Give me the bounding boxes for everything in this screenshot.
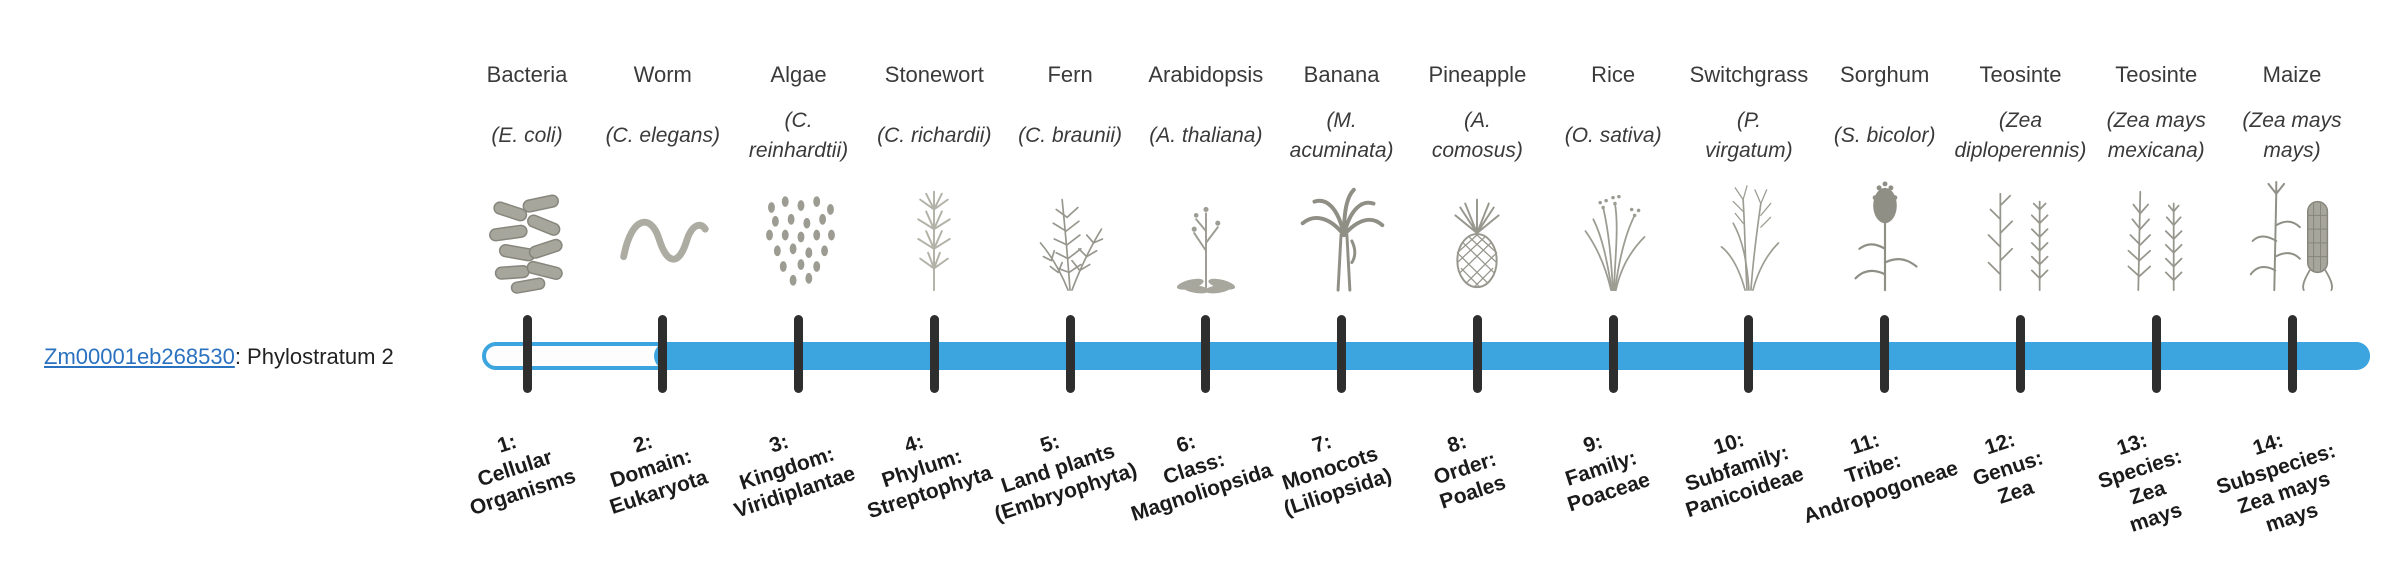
sorghum-icon	[1820, 172, 1950, 296]
bacteria-icon	[462, 172, 592, 296]
algae-icon	[734, 172, 864, 296]
organism-name: Maize	[2262, 62, 2322, 87]
organism-name: Arabidopsis	[1148, 62, 1264, 87]
phylostratum-tick	[1337, 315, 1347, 393]
organism-scientific-name: (M. acuminata)	[1289, 108, 1394, 162]
organism-name: Switchgrass	[1689, 62, 1809, 87]
organism-scientific-name: (Zea mays mexicana)	[2106, 108, 2206, 162]
organism-name: Teosinte	[1979, 62, 2062, 87]
phylostratum-tick	[2015, 315, 2025, 393]
arabidopsis-icon	[1141, 172, 1271, 296]
organism-scientific-name: (A. comosus)	[1431, 108, 1523, 162]
organism-scientific-name: (C. richardii)	[877, 123, 992, 147]
organism-name: Algae	[770, 62, 827, 87]
phylostratum-tick	[1744, 315, 1754, 393]
phylostratum-tick	[1472, 315, 1482, 393]
organism-name: Sorghum	[1840, 62, 1930, 87]
organism-scientific-name: (Zea diploperennis)	[1954, 108, 2087, 162]
organism-scientific-name: (O. sativa)	[1564, 123, 1662, 147]
phylostratum-tick	[658, 315, 668, 393]
phylostratum-tick	[1065, 315, 1075, 393]
phylostratum-bar-fill	[654, 342, 2370, 370]
organism-name: Rice	[1591, 62, 1636, 87]
switchgrass-icon	[1684, 172, 1814, 296]
phylostratum-tick	[1201, 315, 1211, 393]
gene-phylostratum-text: : Phylostratum 2	[234, 344, 394, 369]
organism-name: Worm	[633, 62, 692, 87]
phylostratum-tick	[1608, 315, 1618, 393]
phylostratum-tick	[2287, 315, 2297, 393]
gene-label: Zm00001eb268530: Phylostratum 2	[44, 344, 394, 370]
organism-name: Bacteria	[486, 62, 568, 87]
rice-icon	[1548, 172, 1678, 296]
organism-scientific-name: (C. reinhardtii)	[748, 108, 849, 162]
gene-id-link[interactable]: Zm00001eb268530	[44, 344, 235, 369]
worm-icon	[598, 172, 728, 296]
organism-name: Stonewort	[884, 62, 984, 87]
phylostratum-tick	[2151, 315, 2161, 393]
banana-icon	[1277, 172, 1407, 296]
organism-name: Fern	[1047, 62, 1093, 87]
phylostratum-tick	[1880, 315, 1890, 393]
fern-icon	[1005, 172, 1135, 296]
teosinte-diploperennis-icon	[1955, 172, 2085, 296]
teosinte-mexicana-icon	[2091, 172, 2221, 296]
organism-name: Banana	[1303, 62, 1380, 87]
organism-scientific-name: (S. bicolor)	[1833, 123, 1936, 147]
phylostratum-tick	[522, 315, 532, 393]
organism-name: Pineapple	[1428, 62, 1527, 87]
organism-scientific-name: (C. braunii)	[1018, 123, 1123, 147]
organism-scientific-name: (Zea mays mays)	[2242, 108, 2342, 162]
phylostratum-tick	[929, 315, 939, 393]
organism-name: Teosinte	[2115, 62, 2198, 87]
pineapple-icon	[1412, 172, 1542, 296]
organism-scientific-name: (A. thaliana)	[1149, 123, 1263, 147]
organism-scientific-name: (E. coli)	[491, 123, 563, 147]
phylostratum-tick	[794, 315, 804, 393]
maize-icon	[2227, 172, 2357, 296]
organism-scientific-name: (P. virgatum)	[1705, 108, 1793, 162]
organism-scientific-name: (C. elegans)	[605, 123, 720, 147]
stonewort-icon	[869, 172, 999, 296]
